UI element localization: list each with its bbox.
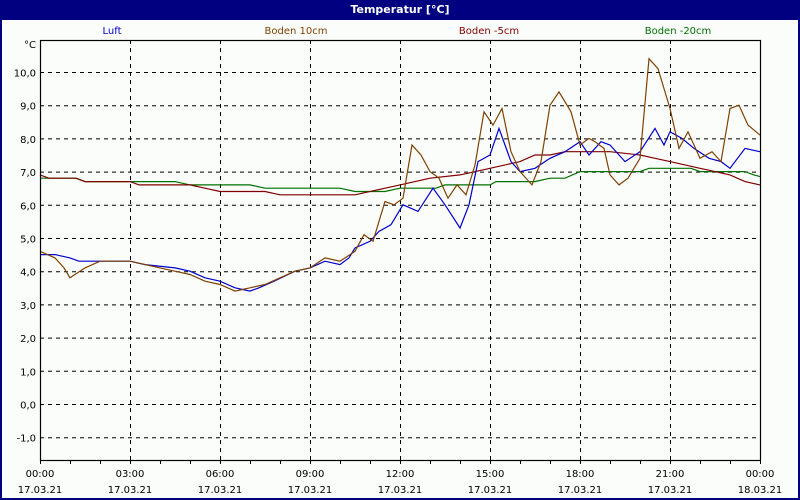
- legend-item: Boden -5cm: [458, 26, 520, 37]
- y-tick-label: 7,0: [20, 168, 36, 179]
- temperature-line-chart: 10,0 9,0 8,0 7,0 6,0 5,0 4,0 3,0 2,0 1,0 0,0 -1,0 °C…: [14, 39, 783, 496]
- legend-item: Luft: [102, 26, 122, 37]
- series-boden-5cm: [39, 151, 761, 196]
- x-tick-date: 17.03.21: [558, 485, 603, 496]
- legend-item: Boden 10cm: [264, 26, 328, 37]
- x-tick-date: 17.03.21: [288, 485, 333, 496]
- chart-area: Luft Boden 10cm Boden -5cm Boden -20cm 10,0…: [2, 20, 798, 498]
- y-tick-label: -1,0: [16, 434, 36, 445]
- legend-item: Boden -20cm: [644, 26, 712, 37]
- y-tick-label: 4,0: [20, 268, 36, 279]
- x-tick-date: 17.03.21: [648, 485, 693, 496]
- x-tick-date: 17.03.21: [18, 485, 63, 496]
- x-tick-time: 09:00: [296, 469, 325, 480]
- x-tick-time: 00:00: [26, 469, 55, 480]
- y-tick-label: 0,0: [20, 401, 36, 412]
- x-tick-date: 17.03.21: [468, 485, 513, 496]
- x-tick-time: 06:00: [206, 469, 235, 480]
- window-title: Temperatur [°C]: [350, 3, 450, 16]
- x-tick-time: 12:00: [386, 469, 415, 480]
- series-boden-10cm: [39, 57, 761, 292]
- x-tick-time: 00:00: [746, 469, 775, 480]
- y-tick-label: 2,0: [20, 334, 36, 345]
- y-tick-label: 6,0: [20, 201, 36, 212]
- x-tick-time: 21:00: [656, 469, 685, 480]
- y-tick-label: 10,0: [14, 69, 36, 80]
- x-tick-date: 17.03.21: [198, 485, 243, 496]
- x-tick-time: 18:00: [566, 469, 595, 480]
- y-tick-label: 3,0: [20, 301, 36, 312]
- y-tick-label: 8,0: [20, 135, 36, 146]
- x-tick-date: 17.03.21: [378, 485, 423, 496]
- y-tick-label: 1,0: [20, 367, 36, 378]
- y-tick-label: 5,0: [20, 235, 36, 246]
- x-tick-date: 17.03.21: [108, 485, 153, 496]
- x-tick-date: 18.03.21: [738, 485, 783, 496]
- series-boden-20cm: [40, 167, 761, 193]
- y-axis-unit: °C: [24, 40, 36, 51]
- x-tick-time: 15:00: [476, 469, 505, 480]
- series-luft: [40, 126, 761, 292]
- x-tick-time: 03:00: [116, 469, 145, 480]
- plot-frame: [39, 39, 762, 462]
- y-tick-label: 9,0: [20, 102, 36, 113]
